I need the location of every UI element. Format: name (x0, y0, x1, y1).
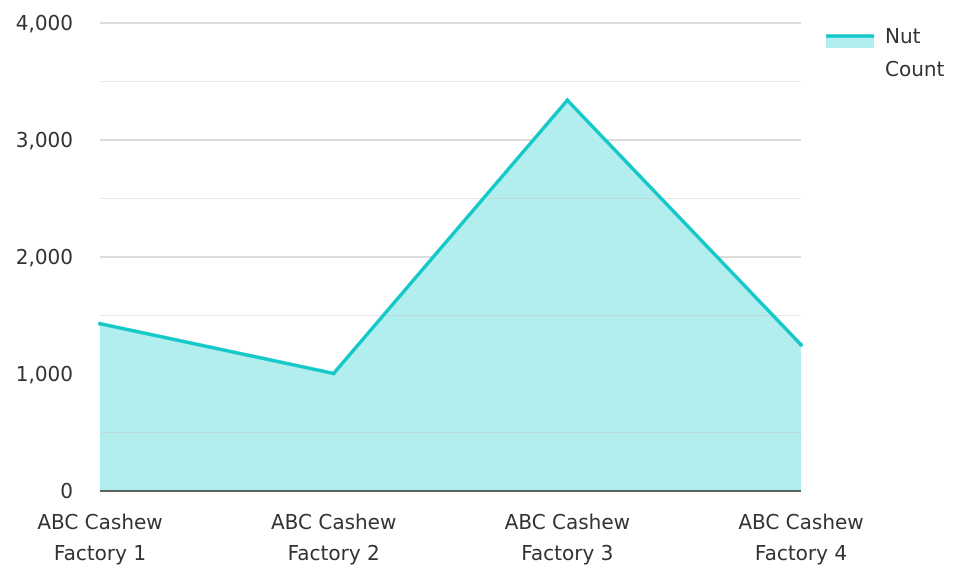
legend-swatch-nut-count (826, 36, 874, 48)
x-tick-label-line: ABC Cashew (37, 510, 162, 534)
series-points (98, 98, 803, 376)
series-area-fill (100, 100, 801, 491)
x-tick-label: ABC Cashew Factory 3 (505, 510, 630, 565)
data-point-4 (799, 342, 803, 347)
y-axis-tick-labels: 0 1,000 2,000 3,000 4,000 (16, 11, 73, 503)
data-point-1 (98, 321, 102, 326)
legend-label-line-2: Count (885, 57, 945, 81)
y-tick-label: 0 (60, 479, 73, 503)
x-tick-label-line: ABC Cashew (271, 510, 396, 534)
y-tick-label: 1,000 (16, 362, 73, 386)
minor-grid-lines (100, 81, 801, 433)
y-tick-label: 4,000 (16, 11, 73, 35)
x-tick-label: ABC Cashew Factory 1 (37, 510, 162, 565)
x-tick-label-line: Factory 3 (521, 541, 613, 565)
x-tick-label-line: ABC Cashew (505, 510, 630, 534)
y-tick-label: 2,000 (16, 245, 73, 269)
legend: Nut Count (826, 24, 945, 81)
legend-label-nut-count: Nut Count (885, 24, 945, 81)
y-tick-label: 3,000 (16, 128, 73, 152)
x-tick-label-line: Factory 1 (54, 541, 146, 565)
series-line-nut-count (99, 97, 803, 376)
x-tick-label-line: Factory 4 (755, 541, 847, 565)
x-tick-label: ABC Cashew Factory 2 (271, 510, 396, 565)
data-point-2 (331, 371, 336, 376)
x-tick-label-line: Factory 2 (288, 541, 380, 565)
x-tick-label-line: ABC Cashew (738, 510, 863, 534)
x-tick-label: ABC Cashew Factory 4 (738, 510, 863, 565)
data-point-3 (565, 98, 570, 103)
legend-label-line-1: Nut (885, 24, 921, 48)
